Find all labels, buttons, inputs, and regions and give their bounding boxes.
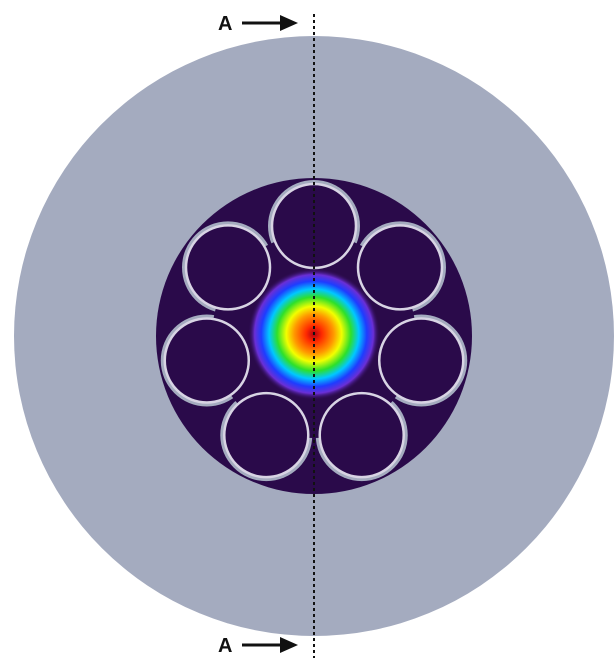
capillary-tube [163,317,251,404]
capillary-tube [223,391,310,479]
capillary-tube [318,391,405,479]
section-arrow-top-head [280,15,298,31]
section-marker-bottom: A [218,635,298,657]
section-label-top: A [218,13,232,35]
section-label-bottom: A [218,635,232,657]
capillary-tube [377,317,465,404]
section-marker-top: A [218,13,298,35]
capillary-tube [184,224,272,311]
capillary-tube [356,224,444,311]
section-arrow-bottom-head [280,637,298,653]
capillary-ring [160,180,468,482]
